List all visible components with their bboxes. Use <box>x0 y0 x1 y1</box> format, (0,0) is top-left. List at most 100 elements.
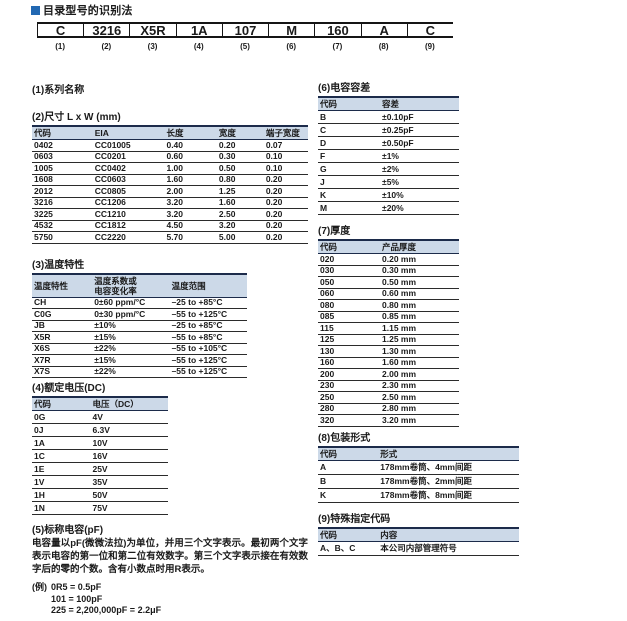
table-cell: 0.20 <box>263 208 308 221</box>
table-cell: 2.50 mm <box>380 391 459 404</box>
table-cell: 本公司内部管理符号 <box>378 541 519 556</box>
table-row: C ±0.25pF <box>318 123 459 137</box>
table-cell: 75V <box>90 501 168 515</box>
table-cell: 200 <box>318 368 381 381</box>
table-cell: 060 <box>318 288 381 300</box>
table-cell: 0.30 <box>216 151 264 163</box>
table-row: 3216 CC1206 3.20 1.60 0.20 <box>32 197 308 209</box>
table-cell: 0.10 <box>263 151 308 163</box>
part-number-index-label: (6) <box>286 42 297 51</box>
table-cell: B <box>318 110 381 124</box>
table-cell: 3.20 <box>216 220 264 232</box>
capacitance-description: 电容量以pF(微微法拉)为单位，并用三个文字表示。最初两个文字表示电容的第一位和… <box>32 538 308 575</box>
table-cell: 0.10 <box>263 162 308 175</box>
table-cell: 0402 <box>32 139 93 152</box>
table-cell: 0.07 <box>263 139 308 152</box>
table-cell: 1A <box>32 436 91 450</box>
table-cell: 10V <box>90 436 168 450</box>
table-cell: 2.00 <box>164 185 217 198</box>
table-cell: CC0805 <box>92 185 165 198</box>
section-1-title: (1)系列名称 <box>32 85 85 96</box>
table-cell: 2.00 mm <box>380 368 459 381</box>
table-cell: 125 <box>318 334 381 346</box>
table-cell: 050 <box>318 276 381 289</box>
column-header: EIA <box>92 125 165 140</box>
column-header: 温度特性 <box>32 272 93 298</box>
tolerance-table-body: B ±0.10pF C ±0.25pF D ±0.50pF F ±1% G ±2% J ±5% K ±10… <box>318 110 459 215</box>
table-row: 085 0.85 mm <box>318 311 459 323</box>
table-cell: 280 <box>318 403 381 415</box>
table-cell: X7S <box>32 366 93 378</box>
table-cell: M <box>318 201 381 215</box>
part-number-segment: X5R (3) <box>129 22 176 51</box>
table-row: 1A 10V <box>32 436 168 450</box>
table-cell: –55 to +125°C <box>169 308 247 321</box>
table-row: D ±0.50pF <box>318 136 459 150</box>
table-cell: ±10% <box>380 188 459 202</box>
part-number-segment: M (6) <box>268 22 315 51</box>
table-cell: 1.60 <box>164 174 217 186</box>
table-cell: 35V <box>90 475 168 489</box>
part-number-code: C <box>406 22 453 38</box>
square-bullet-icon <box>31 5 40 15</box>
table-cell: A、B、C <box>318 541 379 556</box>
table-cell: 16V <box>90 449 168 463</box>
part-number-index-label: (9) <box>424 42 435 51</box>
section-5-title: (5)标称电容(pF) <box>32 525 104 536</box>
section-9-title: (9)特殊指定代码 <box>318 513 391 525</box>
table-cell: –55 to +125°C <box>169 354 247 367</box>
thickness-table-body: 020 0.20 mm 030 0.30 mm 050 0.50 mm 060 0.60 mm… <box>318 253 459 427</box>
table-header-row: 代码 内容 <box>318 526 519 542</box>
table-cell: C0G <box>32 308 93 321</box>
table-cell: 4V <box>90 410 168 424</box>
table-cell: 178mm卷筒、8mm间距 <box>378 488 519 503</box>
table-cell: 3.20 <box>164 208 217 221</box>
table-row: 250 2.50 mm <box>318 391 459 404</box>
table-cell: –25 to +85°C <box>169 320 247 332</box>
example-line: 225 = 2,200,000pF = 2.2μF <box>51 605 162 616</box>
part-number-code: 107 <box>221 22 269 38</box>
special-code-table-body: A、B、C 本公司内部管理符号 <box>318 541 519 556</box>
table-cell: ±0.10pF <box>380 110 459 124</box>
table-cell: 1005 <box>32 162 93 175</box>
table-cell: 1E <box>32 462 91 476</box>
table-cell: ±20% <box>380 201 459 215</box>
part-number-index-label: (5) <box>240 42 250 51</box>
part-number-code: X5R <box>129 22 176 38</box>
section-8-packaging: (8)包装形式 代码 形式 A 178mm卷筒、4mm间距 B 178mm卷筒、2mm间… <box>318 433 523 503</box>
table-row: 1E 25V <box>32 462 168 476</box>
table-cell: 130 <box>318 345 381 358</box>
table-row: 020 0.20 mm <box>318 253 459 266</box>
table-cell: 1.60 <box>216 197 264 209</box>
section-6-title: (6)电容容差 <box>318 83 371 94</box>
table-cell: 1.00 <box>164 162 217 175</box>
part-number-segment: 107 (5) <box>221 22 269 51</box>
table-cell: 0603 <box>32 151 93 163</box>
table-header-row: 代码 产品厚度 <box>318 239 459 254</box>
table-row: CH 0±60 ppm/°C –25 to +85°C <box>32 297 247 309</box>
part-number-index-label: (3) <box>147 42 158 51</box>
table-cell: 3225 <box>32 208 93 221</box>
table-cell: 1.15 mm <box>380 322 459 335</box>
section-2-title: (2)尺寸 L x W (mm) <box>32 112 121 123</box>
table-cell: C <box>318 123 381 137</box>
table-cell: 25V <box>90 462 168 476</box>
part-number-code: C <box>37 22 84 38</box>
table-row: J ±5% <box>318 175 459 189</box>
temperature-table-body: CH 0±60 ppm/°C –25 to +85°C C0G 0±30 ppm/°C –… <box>32 297 247 378</box>
table-cell: CH <box>32 297 93 309</box>
table-row: 125 1.25 mm <box>318 334 459 346</box>
table-cell: JB <box>32 320 93 332</box>
table-cell: 0.85 mm <box>380 311 459 323</box>
section-8-title: (8)包装形式 <box>318 432 371 444</box>
table-cell: ±15% <box>92 331 170 344</box>
column-header: 代码 <box>32 396 91 411</box>
section-3-temperature: (3)温度特性 温度特性 温度系数或 电容变化率 温度范围 CH 0±60 ppm/°… <box>32 260 308 379</box>
column-header: 代码 <box>318 445 379 461</box>
table-header-row: 代码 电压（DC） <box>32 396 168 411</box>
part-number-segment: C (1) <box>37 22 84 51</box>
table-cell: ±1% <box>380 149 459 163</box>
tolerance-table: 代码 容差 B ±0.10pF C ±0.25pF D ±0.50pF F ±1% G ±2% J ±5… <box>318 96 459 215</box>
table-cell: 1.30 mm <box>380 345 459 358</box>
table-row: G ±2% <box>318 162 459 176</box>
